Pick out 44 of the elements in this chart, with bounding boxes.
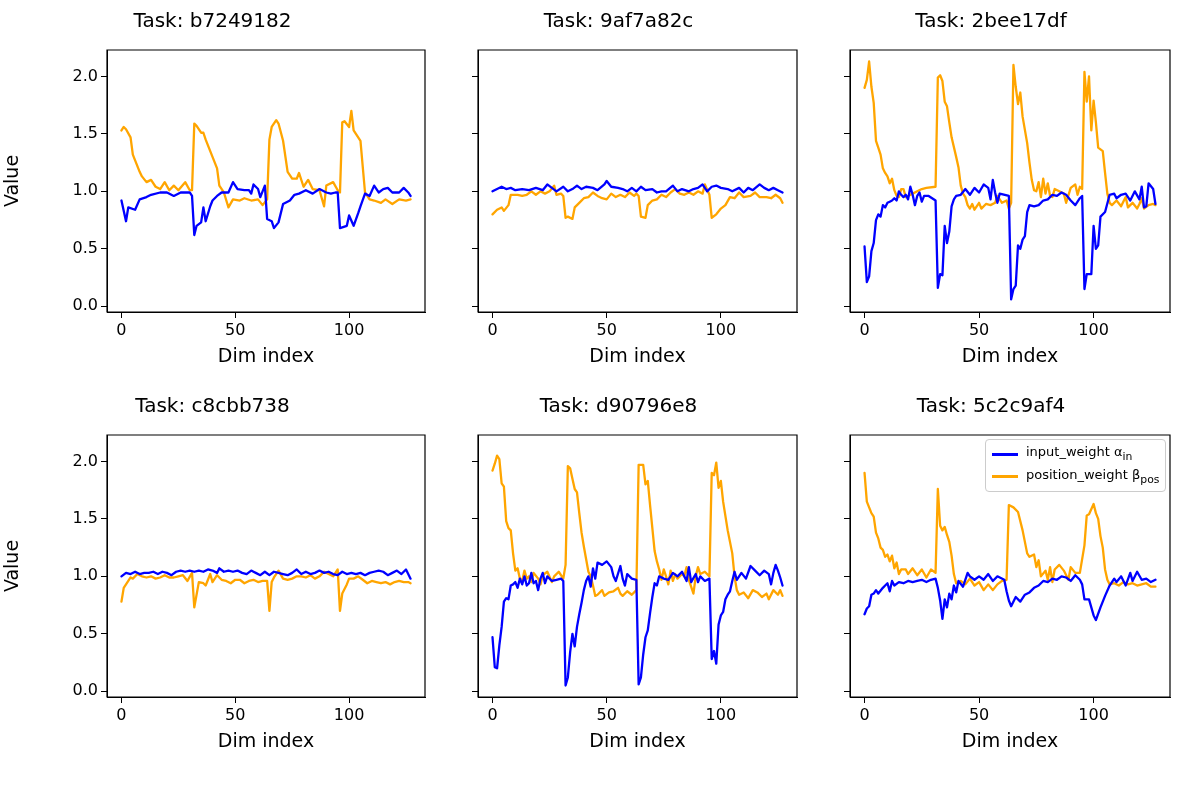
x-tick-label: 0 [859, 319, 870, 339]
x-axis-title: Dim index [961, 728, 1059, 751]
x-tick-label: 50 [225, 704, 246, 724]
y-tick-label: 1.5 [72, 123, 98, 143]
chart-title: Task: c8cbb738 [134, 393, 290, 418]
x-tick-label: 100 [1078, 704, 1109, 724]
x-tick-label: 50 [596, 319, 617, 339]
y-tick-label: 2.0 [72, 65, 98, 85]
y-tick-label: 1.0 [72, 180, 98, 200]
x-tick-label: 0 [116, 319, 127, 339]
y-tick-label: 0.5 [72, 237, 98, 257]
x-tick-label: 100 [333, 704, 365, 724]
y-tick-label: 1.5 [72, 508, 98, 528]
chart-title: Task: 2bee17df [914, 8, 1068, 33]
x-tick-label: 100 [1078, 319, 1109, 339]
x-tick-label: 100 [705, 704, 737, 724]
chart-title: Task: d90796e8 [538, 393, 698, 418]
chart-title: Task: b7249182 [132, 8, 292, 33]
x-tick-label: 100 [705, 319, 737, 339]
x-axis-title: Dim index [589, 343, 686, 366]
x-tick-label: 0 [487, 704, 498, 724]
y-tick-label: 2.0 [72, 450, 98, 470]
x-tick-label: 0 [116, 704, 127, 724]
x-tick-label: 50 [225, 319, 246, 339]
x-tick-label: 0 [859, 704, 870, 724]
chart-title: Task: 5c2c9af4 [915, 393, 1066, 418]
x-tick-label: 50 [968, 704, 990, 724]
x-tick-label: 100 [333, 319, 365, 339]
y-axis-title: Value [0, 154, 23, 208]
y-tick-label: 0.5 [72, 622, 98, 642]
x-axis-title: Dim index [589, 728, 686, 751]
y-tick-label: 1.0 [72, 565, 98, 585]
legend-label: position_weight β$_{pos}$ [1026, 465, 1160, 488]
x-axis-title: Dim index [217, 343, 315, 366]
chart-title: Task: 9af7a82c [542, 8, 694, 33]
legend-label: input_weight α$_{in}$ [1026, 443, 1133, 465]
x-axis-title: Dim index [961, 343, 1059, 366]
y-axis-title: Value [0, 539, 23, 593]
y-tick-label: 0.0 [72, 295, 98, 315]
x-tick-label: 50 [596, 704, 617, 724]
x-tick-label: 50 [968, 319, 990, 339]
x-axis-title: Dim index [217, 728, 315, 751]
y-tick-label: 0.0 [72, 680, 98, 700]
x-tick-label: 0 [487, 319, 498, 339]
